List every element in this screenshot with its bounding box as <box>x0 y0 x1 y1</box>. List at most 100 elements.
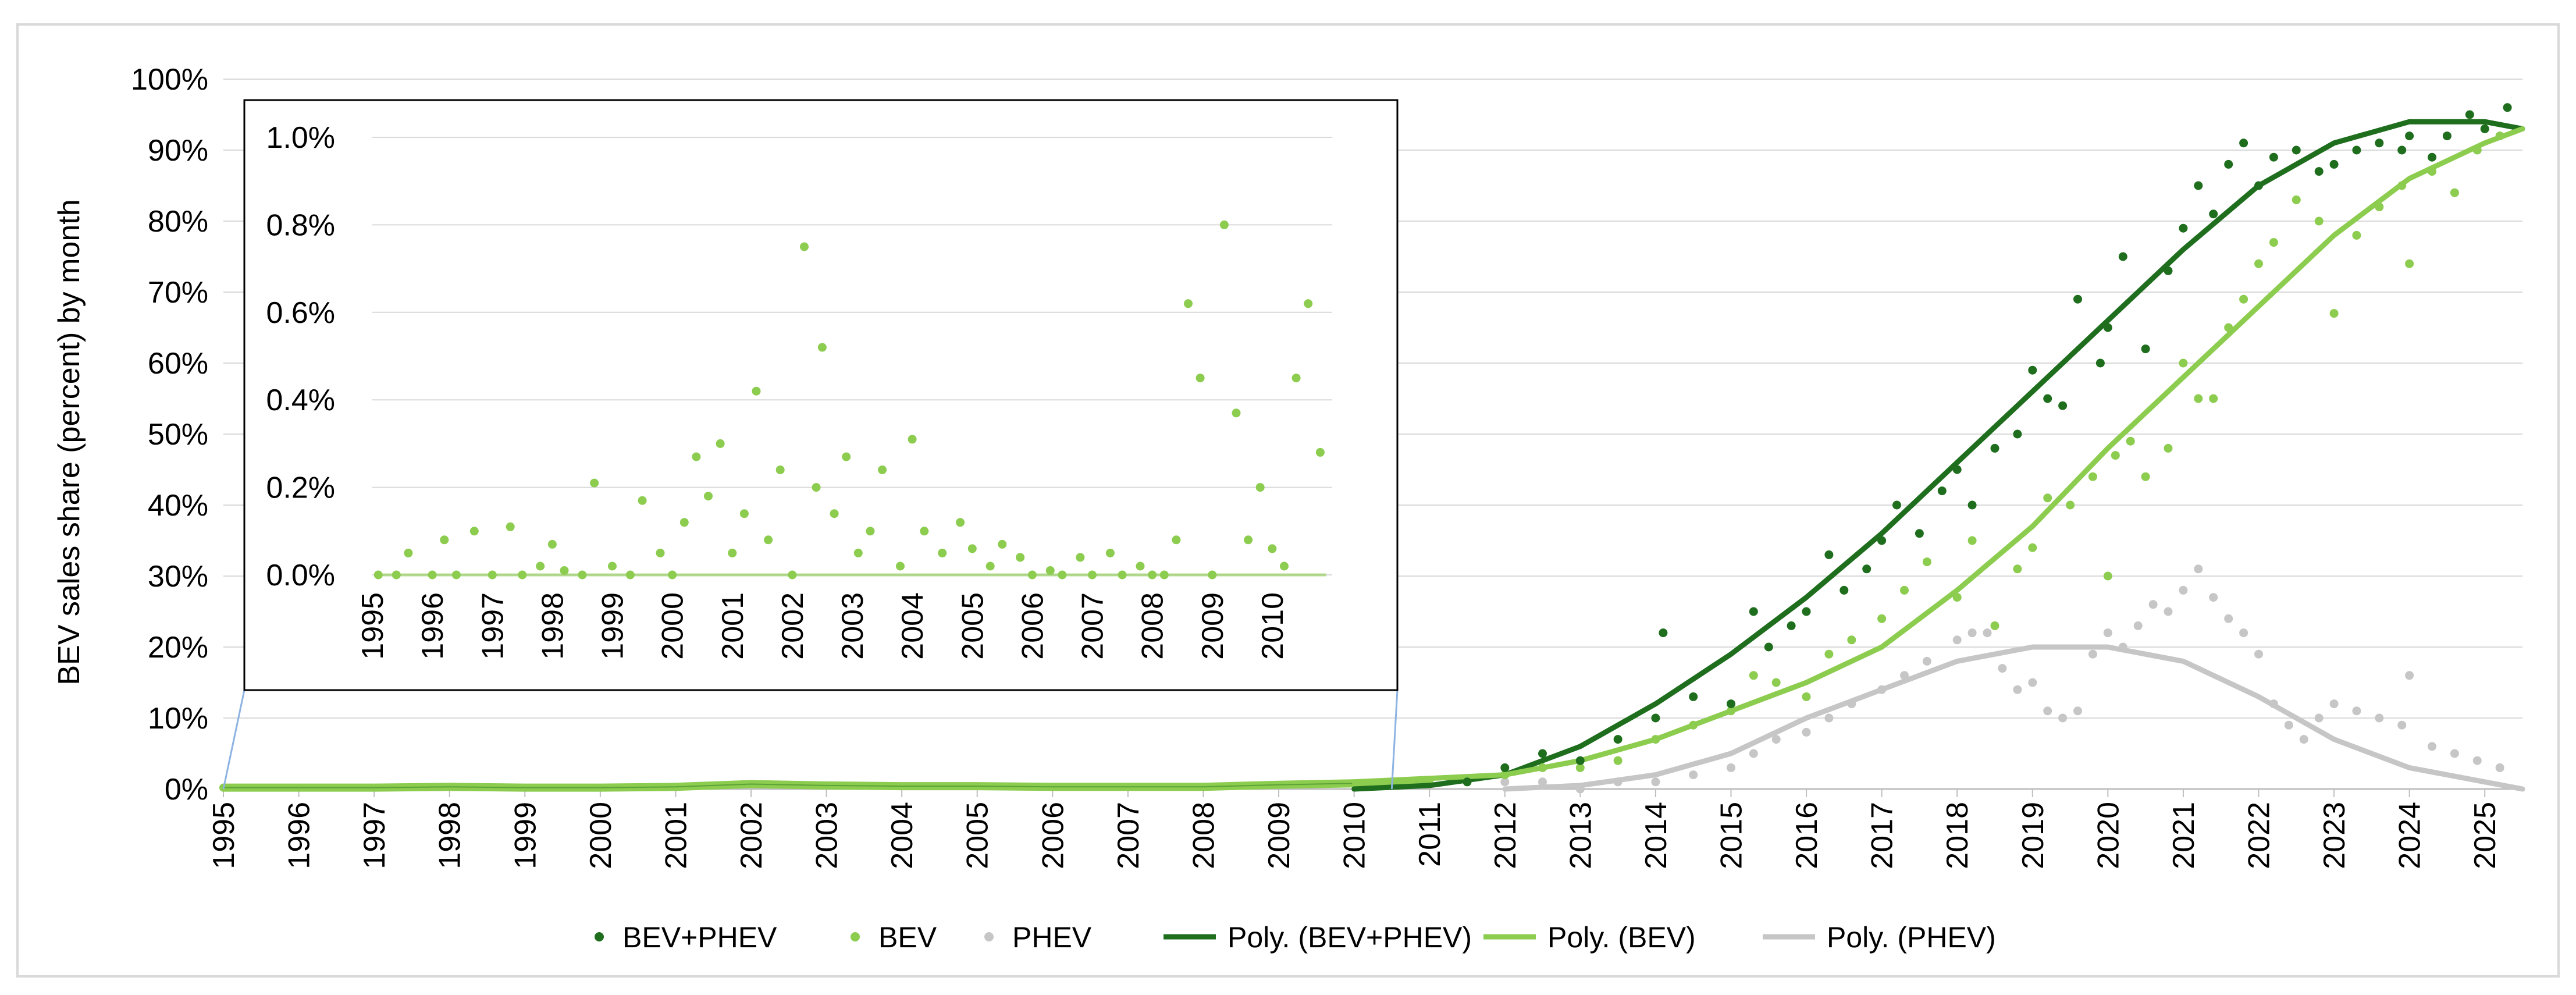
inset-point-bev <box>985 562 995 571</box>
inset-point-bev <box>1184 299 1193 308</box>
point-bev-phev <box>2224 159 2233 169</box>
main-x-tick-label: 2002 <box>735 802 768 869</box>
point-phev <box>2314 713 2324 723</box>
inset-point-bev <box>547 539 557 549</box>
inset-point-bev <box>1076 553 1085 562</box>
inset-point-bev <box>373 570 383 580</box>
point-bev <box>1538 763 1547 772</box>
inset-y-tick-label: 0.6% <box>266 296 335 330</box>
inset-x-tick-label: 1996 <box>416 592 450 660</box>
point-bev <box>2066 500 2075 510</box>
point-bev-phev <box>1749 607 1758 616</box>
point-bev <box>1847 635 1856 645</box>
point-bev-phev <box>1651 713 1660 723</box>
main-y-tick-labels: 0% 10% 20% 30% 40% 50% 60% 70% 80% 90% 100% <box>131 63 208 806</box>
main-x-tick-label: 2001 <box>659 802 693 869</box>
inset-x-tick-label: 1997 <box>476 592 510 660</box>
inset-frame <box>243 99 1399 691</box>
point-bev <box>2209 394 2218 403</box>
inset-point-bev <box>692 452 701 461</box>
point-bev <box>1877 614 1887 623</box>
point-bev-phev <box>2179 223 2188 233</box>
inset-x-tick-labels: 1995 1996 1997 1998 1999 2000 2001 2002 2003 2004… <box>356 592 1290 660</box>
point-bev-phev <box>1892 500 1901 510</box>
inset-point-bev <box>679 518 689 527</box>
point-phev <box>2329 699 2339 709</box>
point-phev <box>1500 777 1510 787</box>
point-bev <box>1967 536 1977 545</box>
pre-2011-bev-band <box>219 776 1434 792</box>
point-phev <box>2133 621 2143 630</box>
inset-point-bev <box>1280 562 1289 571</box>
point-bev-phev <box>2103 323 2112 332</box>
inset-point-bev <box>752 386 761 396</box>
point-bev-phev <box>2028 365 2037 375</box>
trendline-poly-bev- <box>1351 126 2525 785</box>
point-bev <box>2141 472 2150 481</box>
inset-point-bev <box>1196 374 1205 383</box>
legend-label: BEV <box>878 921 937 954</box>
point-phev <box>2254 649 2263 659</box>
point-bev <box>2013 564 2022 574</box>
inset-point-bev <box>1045 566 1055 575</box>
point-bev-phev <box>2465 110 2474 119</box>
point-phev <box>2088 649 2097 659</box>
point-phev <box>2450 749 2459 758</box>
main-y-tick-label: 80% <box>148 205 208 239</box>
inset-bev-points <box>373 220 1326 580</box>
point-phev <box>1689 770 1698 780</box>
point-bev <box>1613 756 1623 765</box>
legend: BEV+PHEV BEV PHEV Poly. (BEV+PHEV) Poly. (BE… <box>595 921 1996 954</box>
inset-gridlines <box>372 137 1332 575</box>
inset-point-bev <box>739 509 749 518</box>
point-phev <box>2239 628 2248 638</box>
point-phev <box>2375 713 2384 723</box>
point-bev <box>1651 735 1660 744</box>
inset-point-bev <box>440 535 449 545</box>
point-phev <box>2472 756 2482 765</box>
inset-point-bev <box>1291 374 1301 383</box>
main-x-tick-label: 2010 <box>1338 802 1372 869</box>
zoom-connector-right <box>1390 690 1399 790</box>
point-phev <box>2269 699 2278 709</box>
inset-point-bev <box>812 483 821 492</box>
point-phev <box>1900 671 1909 680</box>
point-bev <box>2397 181 2407 190</box>
inset-x-tick-label: 2001 <box>716 592 750 660</box>
main-x-tick-label: 2023 <box>2318 802 2351 869</box>
inset-x-tick-label: 2010 <box>1256 592 1290 660</box>
main-x-tick-label: 2012 <box>1489 802 1522 869</box>
inset-x-tick-label: 2003 <box>836 592 870 660</box>
point-phev <box>1749 749 1758 758</box>
point-bev-phev <box>1787 621 1796 630</box>
point-phev <box>2148 600 2158 609</box>
point-phev <box>2209 593 2218 602</box>
point-bev <box>1922 557 1931 567</box>
inset-y-tick-label: 0.0% <box>266 559 335 592</box>
inset-plot: 0.0%0.2%0.4%0.6%0.8%1.0% 1995 1996 1997 199… <box>243 99 1399 691</box>
inset-point-bev <box>590 478 599 488</box>
point-phev <box>1824 713 1834 723</box>
point-phev <box>1847 699 1856 709</box>
legend-marker <box>595 932 604 941</box>
point-bev <box>2314 216 2324 226</box>
point-bev-phev <box>1915 529 1924 538</box>
point-bev-phev <box>1613 735 1623 744</box>
point-bev <box>2405 259 2414 268</box>
point-bev-phev <box>2480 124 2489 133</box>
inset-x-tick-label: 1998 <box>536 592 570 660</box>
point-phev <box>2028 678 2037 687</box>
inset-x-tick-label: 2008 <box>1136 592 1170 660</box>
main-x-tick-label: 1995 <box>207 802 241 869</box>
inset-point-bev <box>853 548 863 557</box>
point-phev <box>2194 564 2203 574</box>
inset-point-bev <box>967 544 977 553</box>
point-bev-phev <box>1500 763 1510 772</box>
main-x-tick-label: 2013 <box>1564 802 1597 869</box>
point-bev <box>1824 649 1834 659</box>
inset-point-bev <box>1105 548 1115 557</box>
zoom-connector-left <box>222 690 245 790</box>
main-x-tick-label: 2021 <box>2167 802 2201 869</box>
point-phev <box>1771 735 1781 744</box>
